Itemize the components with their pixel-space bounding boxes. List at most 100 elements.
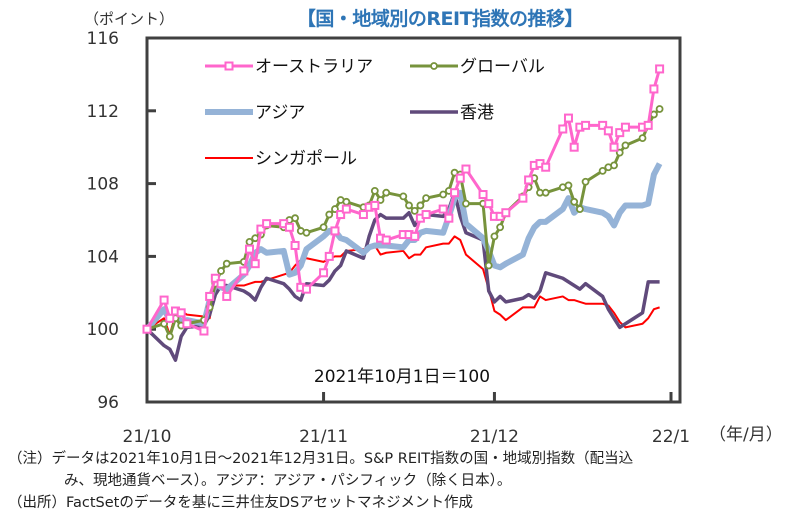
data-point (410, 206, 419, 215)
data-point (336, 210, 346, 220)
data-point (251, 234, 260, 243)
note-line-1: （注）データは2021年10月1日～2021年12月31日。S&P REIT指数… (8, 451, 634, 467)
data-point (643, 120, 653, 130)
data-point (439, 190, 448, 199)
data-point (455, 173, 465, 183)
legend-label: グローバル (460, 57, 545, 77)
data-point (358, 210, 368, 220)
legend-label: 香港 (460, 103, 494, 123)
data-point (461, 164, 471, 174)
data-point (176, 308, 186, 318)
data-point (541, 188, 550, 197)
data-point (416, 201, 425, 210)
data-point (649, 84, 659, 94)
data-point (603, 126, 613, 136)
data-point (205, 291, 215, 301)
data-point (217, 267, 225, 275)
data-point (210, 273, 220, 283)
data-point (621, 141, 630, 150)
data-point (462, 199, 470, 208)
data-point (598, 166, 607, 175)
legend-label: シンガポール (255, 149, 357, 169)
data-point (165, 313, 175, 323)
data-point (575, 205, 584, 213)
data-point (199, 326, 209, 336)
data-point (444, 213, 454, 223)
data-point (301, 284, 311, 294)
data-point (610, 161, 618, 170)
data-point (222, 259, 231, 268)
data-point (438, 204, 448, 214)
note-line-3: （出所）FactSetのデータを基に三井住友DSアセットマネジメント作成 (8, 495, 473, 511)
series-4 (146, 235, 660, 336)
data-point (381, 235, 391, 245)
footnotes: （注）データは2021年10月1日～2021年12月31日。S&P REIT指数… (8, 448, 633, 514)
data-point (609, 142, 619, 152)
data-point (245, 244, 255, 254)
data-point (518, 193, 528, 203)
data-point (370, 200, 380, 210)
data-point (478, 190, 488, 200)
data-point (638, 134, 647, 143)
data-point (216, 279, 226, 289)
legend-label: オーストラリア (255, 57, 373, 77)
legend-label: アジア (255, 103, 305, 123)
data-point (541, 162, 551, 172)
data-point (256, 224, 266, 234)
base-annotation: 2021年10月1日＝100 (314, 367, 490, 387)
data-point (450, 188, 460, 198)
data-point (290, 240, 300, 250)
y-tick-label: 96 (97, 393, 119, 413)
data-point (159, 295, 169, 305)
data-point (410, 231, 420, 241)
y-tick-label: 100 (87, 320, 119, 340)
y-tick-label: 112 (87, 102, 119, 122)
y-tick-label: 116 (87, 29, 119, 49)
series-3 (145, 190, 660, 362)
legend-item: シンガポール (205, 149, 357, 169)
x-tick-label: 21/11 (299, 427, 348, 447)
data-point (598, 120, 608, 130)
data-point (284, 222, 294, 232)
data-point (341, 204, 351, 214)
series-line (146, 235, 660, 336)
data-point (421, 210, 431, 220)
legend-item: オーストラリア (205, 57, 373, 77)
legend-item: アジア (205, 103, 305, 123)
data-point (569, 142, 579, 152)
x-tick-label: 21/10 (123, 427, 172, 447)
data-point (245, 237, 254, 246)
data-point (222, 291, 232, 301)
data-point (501, 208, 511, 218)
axes: 96 100 104 108 112 116 21/10 21/11 21/12 22/1 （年/月… (87, 29, 783, 447)
y-tick-label: 104 (87, 247, 119, 267)
data-point (262, 219, 272, 229)
series-line (145, 190, 660, 362)
plot-frame (145, 36, 682, 404)
legend-marker (224, 61, 234, 71)
series-layer (142, 64, 665, 362)
data-point (490, 232, 499, 241)
data-point (655, 64, 665, 74)
series-0 (142, 64, 665, 336)
data-point (324, 251, 334, 261)
data-point (342, 197, 351, 206)
data-point (325, 210, 334, 219)
data-point (484, 261, 493, 270)
x-tick-label: 22/1 (652, 427, 690, 447)
x-tick-label: 21/12 (470, 427, 519, 447)
note-line-2: み、現地通貨ベース）。アジア：アジア・パシフィック（除く日本）。 (64, 473, 512, 489)
data-point (239, 266, 249, 276)
data-point (655, 105, 664, 113)
legend-item: グローバル (410, 57, 545, 77)
data-point (370, 186, 379, 195)
data-point (405, 201, 413, 210)
data-point (570, 197, 579, 206)
data-point (330, 226, 340, 236)
y-tick-label: 108 (87, 175, 119, 195)
y-axis-unit: （ポイント） (84, 10, 175, 28)
data-point (165, 332, 174, 341)
data-point (558, 124, 568, 134)
